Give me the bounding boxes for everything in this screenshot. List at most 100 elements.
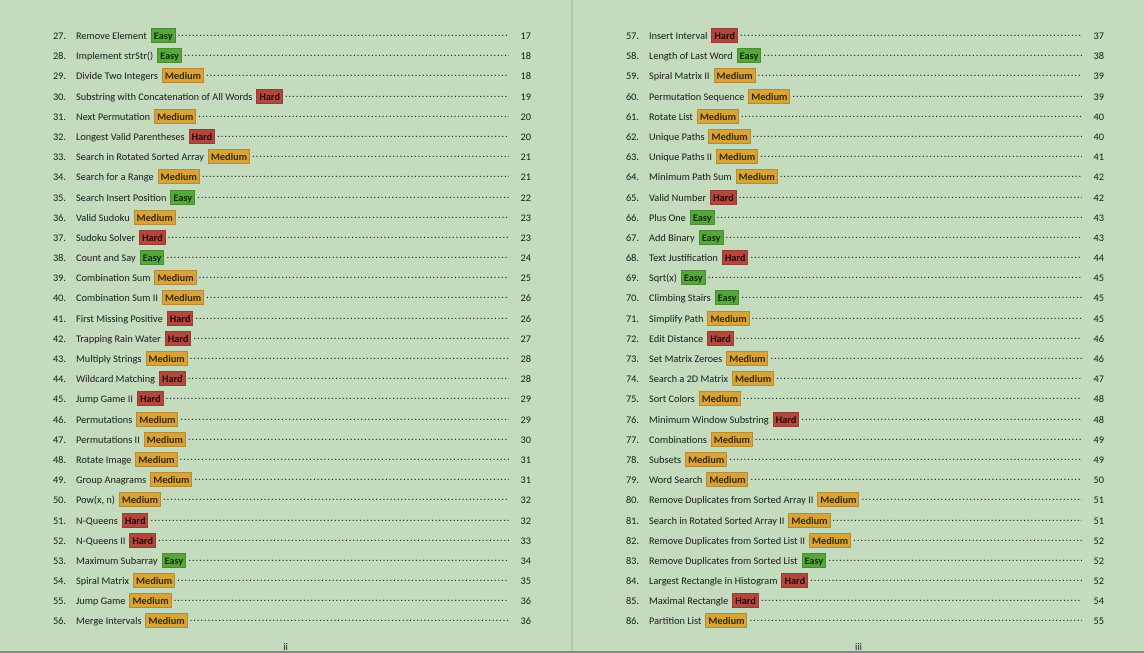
difficulty-badge: Hard <box>707 331 734 346</box>
toc-title: N-Queens <box>76 514 118 527</box>
toc-row: 60.Permutation SequenceMedium39 <box>613 89 1104 109</box>
page-spread: 27.Remove ElementEasy1728.Implement strS… <box>0 0 1144 651</box>
dot-leaders <box>853 533 1082 543</box>
toc-page: 38 <box>1084 49 1104 62</box>
toc-page: 19 <box>511 90 531 103</box>
difficulty-badge: Medium <box>119 492 161 507</box>
dot-leaders <box>761 594 1082 604</box>
toc-page: 20 <box>511 110 531 123</box>
toc-row: 39.Combination SumMedium25 <box>40 270 531 290</box>
toc-title: Plus One <box>649 211 686 224</box>
toc-number: 32. <box>40 130 76 143</box>
toc-number: 49. <box>40 473 76 486</box>
dot-leaders <box>285 89 509 99</box>
toc-number: 40. <box>40 291 76 304</box>
toc-page: 32 <box>511 493 531 506</box>
toc-page: 36 <box>511 614 531 627</box>
toc-row: 48.Rotate ImageMedium31 <box>40 452 531 472</box>
dot-leaders <box>206 291 509 301</box>
toc-number: 77. <box>613 433 649 446</box>
toc-number: 45. <box>40 392 76 405</box>
toc-number: 55. <box>40 594 76 607</box>
toc-page: 31 <box>511 473 531 486</box>
toc-number: 79. <box>613 473 649 486</box>
dot-leaders <box>750 251 1082 261</box>
toc-page: 49 <box>1084 433 1104 446</box>
toc-page: 45 <box>1084 271 1104 284</box>
difficulty-badge: Medium <box>208 149 250 164</box>
toc-list-right: 57.Insert IntervalHard3758.Length of Las… <box>613 28 1104 634</box>
toc-title: Wildcard Matching <box>76 372 155 385</box>
toc-page: 26 <box>511 312 531 325</box>
toc-title: Remove Duplicates from Sorted List <box>649 554 798 567</box>
toc-row: 79.Word SearchMedium50 <box>613 472 1104 492</box>
toc-title: Search in Rotated Sorted Array II <box>649 514 784 527</box>
toc-row: 51.N-QueensHard32 <box>40 513 531 533</box>
toc-title: Merge Intervals <box>76 614 141 627</box>
toc-page: 31 <box>511 453 531 466</box>
toc-page: 47 <box>1084 372 1104 385</box>
dot-leaders <box>206 69 509 79</box>
dot-leaders <box>780 170 1082 180</box>
toc-page: 42 <box>1084 170 1104 183</box>
dot-leaders <box>178 210 509 220</box>
toc-number: 28. <box>40 49 76 62</box>
toc-number: 73. <box>613 352 649 365</box>
toc-page: 21 <box>511 170 531 183</box>
dot-leaders <box>158 533 509 543</box>
toc-row: 69.Sqrt(x)Easy45 <box>613 270 1104 290</box>
toc-title: Search for a Range <box>76 170 154 183</box>
toc-row: 32.Longest Valid ParenthesesHard20 <box>40 129 531 149</box>
toc-page: 54 <box>1084 594 1104 607</box>
dot-leaders <box>740 29 1082 39</box>
difficulty-badge: Hard <box>137 391 164 406</box>
toc-page: 45 <box>1084 291 1104 304</box>
toc-title: Substring with Concatenation of All Word… <box>76 90 252 103</box>
toc-title: Unique Paths <box>649 130 704 143</box>
toc-number: 50. <box>40 493 76 506</box>
toc-row: 65.Valid NumberHard42 <box>613 190 1104 210</box>
toc-row: 74.Search a 2D MatrixMedium47 <box>613 371 1104 391</box>
toc-row: 29.Divide Two IntegersMedium18 <box>40 68 531 88</box>
toc-number: 84. <box>613 574 649 587</box>
toc-row: 71.Simplify PathMedium45 <box>613 311 1104 331</box>
toc-page: 27 <box>511 332 531 345</box>
toc-row: 46.PermutationsMedium29 <box>40 412 531 432</box>
toc-page: 33 <box>511 534 531 547</box>
dot-leaders <box>741 109 1082 119</box>
toc-page: 20 <box>511 130 531 143</box>
dot-leaders <box>166 251 509 261</box>
difficulty-badge: Hard <box>256 89 283 104</box>
difficulty-badge: Easy <box>157 48 182 63</box>
toc-row: 64.Minimum Path SumMedium42 <box>613 169 1104 189</box>
toc-number: 48. <box>40 453 76 466</box>
dot-leaders <box>177 574 509 584</box>
toc-number: 39. <box>40 271 76 284</box>
toc-row: 58.Length of Last WordEasy38 <box>613 48 1104 68</box>
toc-page: 52 <box>1084 554 1104 567</box>
toc-row: 59.Spiral Matrix IIMedium39 <box>613 68 1104 88</box>
toc-page: 39 <box>1084 69 1104 82</box>
difficulty-badge: Easy <box>170 190 195 205</box>
toc-number: 37. <box>40 231 76 244</box>
toc-number: 69. <box>613 271 649 284</box>
dot-leaders <box>753 130 1082 140</box>
dot-leaders <box>792 89 1082 99</box>
difficulty-badge: Hard <box>732 593 759 608</box>
page-right: 57.Insert IntervalHard3758.Length of Las… <box>572 0 1144 651</box>
difficulty-badge: Hard <box>773 412 800 427</box>
difficulty-badge: Medium <box>685 452 727 467</box>
toc-list-left: 27.Remove ElementEasy1728.Implement strS… <box>40 28 531 634</box>
toc-page: 48 <box>1084 413 1104 426</box>
difficulty-badge: Medium <box>705 613 747 628</box>
toc-page: 45 <box>1084 312 1104 325</box>
toc-title: Permutations <box>76 413 132 426</box>
difficulty-badge: Hard <box>189 129 216 144</box>
toc-title: Edit Distance <box>649 332 703 345</box>
toc-page: 26 <box>511 291 531 304</box>
toc-number: 74. <box>613 372 649 385</box>
toc-number: 63. <box>613 150 649 163</box>
toc-title: Combinations <box>649 433 707 446</box>
toc-title: Length of Last Word <box>649 49 733 62</box>
difficulty-badge: Medium <box>150 472 192 487</box>
